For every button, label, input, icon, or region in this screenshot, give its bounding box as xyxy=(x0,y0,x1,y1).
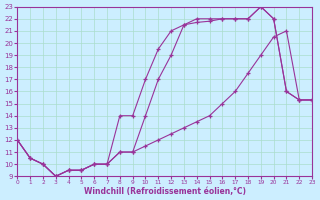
X-axis label: Windchill (Refroidissement éolien,°C): Windchill (Refroidissement éolien,°C) xyxy=(84,187,246,196)
